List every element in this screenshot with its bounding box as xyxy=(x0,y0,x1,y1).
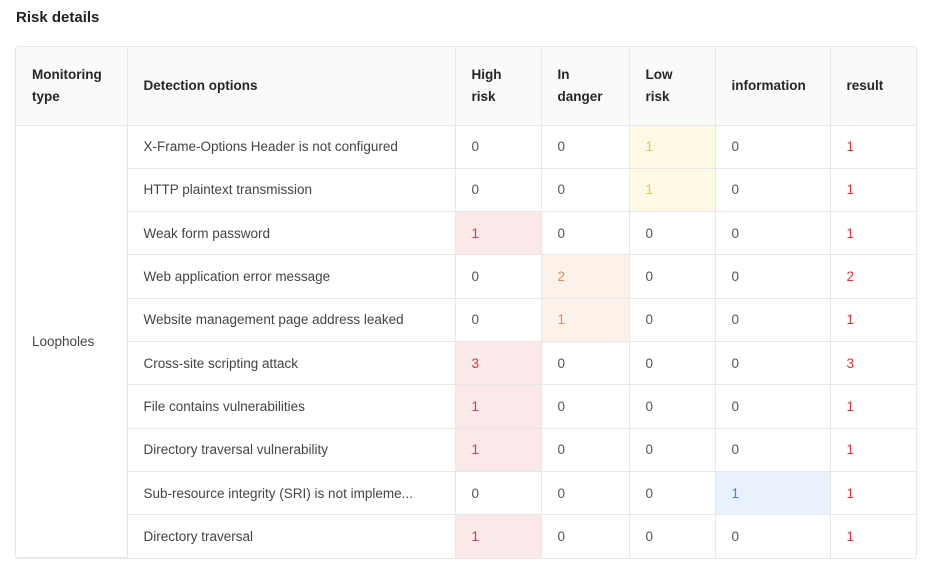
result-cell: 1 xyxy=(830,125,916,169)
header-detection-options: Detection options xyxy=(127,47,456,126)
result-cell: 2 xyxy=(830,254,916,299)
table-row: Web application error message 0 2 0 0 2 xyxy=(16,254,916,299)
result-cell: 1 xyxy=(830,168,916,213)
low-risk-cell: 0 xyxy=(629,384,716,429)
result-cell: 1 xyxy=(830,211,916,256)
information-cell: 0 xyxy=(715,254,831,299)
in-danger-cell: 0 xyxy=(541,211,630,256)
result-cell: 3 xyxy=(830,341,916,386)
high-risk-cell: 0 xyxy=(455,254,542,299)
table-row: Cross-site scripting attack 3 0 0 0 3 xyxy=(16,341,916,386)
detection-option-cell: HTTP plaintext transmission xyxy=(127,168,456,213)
in-danger-cell: 0 xyxy=(541,341,630,386)
result-cell: 1 xyxy=(830,384,916,429)
in-danger-cell: 1 xyxy=(541,298,630,342)
high-risk-cell: 1 xyxy=(455,514,542,558)
table-header-row: Monitoring type Detection options High r… xyxy=(16,47,916,126)
information-cell: 0 xyxy=(715,298,831,342)
table-row: HTTP plaintext transmission 0 0 1 0 1 xyxy=(16,168,916,213)
information-cell: 0 xyxy=(715,341,831,386)
result-cell: 1 xyxy=(830,471,916,516)
low-risk-cell: 0 xyxy=(629,341,716,386)
detection-option-cell: Directory traversal xyxy=(127,514,456,558)
information-cell: 0 xyxy=(715,125,831,169)
header-low-risk: Low risk xyxy=(629,47,716,126)
high-risk-cell: 0 xyxy=(455,298,542,342)
header-information: information xyxy=(715,47,831,126)
header-result: result xyxy=(830,47,916,126)
information-cell: 0 xyxy=(715,211,831,256)
high-risk-cell: 0 xyxy=(455,168,542,213)
information-cell: 0 xyxy=(715,168,831,213)
result-cell: 1 xyxy=(830,298,916,342)
table-row: Weak form password 1 0 0 0 1 xyxy=(16,211,916,256)
header-monitoring-type: Monitoring type xyxy=(16,47,128,126)
risk-details-table: Monitoring type Detection options High r… xyxy=(15,46,917,559)
monitoring-type-cell: Loopholes xyxy=(16,125,128,558)
in-danger-cell: 2 xyxy=(541,254,630,299)
low-risk-cell: 0 xyxy=(629,254,716,299)
low-risk-cell: 0 xyxy=(629,298,716,342)
result-cell: 1 xyxy=(830,428,916,472)
page-title: Risk details xyxy=(16,9,100,26)
table-row: Sub-resource integrity (SRI) is not impl… xyxy=(16,471,916,516)
detection-option-cell: Website management page address leaked xyxy=(127,298,456,342)
information-cell: 0 xyxy=(715,514,831,558)
in-danger-cell: 0 xyxy=(541,428,630,472)
high-risk-cell: 1 xyxy=(455,211,542,256)
high-risk-cell: 3 xyxy=(455,341,542,386)
header-in-danger: In danger xyxy=(541,47,630,126)
result-cell: 1 xyxy=(846,529,855,545)
high-risk-cell: 1 xyxy=(455,428,542,472)
detection-option-cell: X-Frame-Options Header is not configured xyxy=(127,125,456,169)
in-danger-cell: 0 xyxy=(541,384,630,429)
information-cell: 0 xyxy=(715,384,831,429)
detection-option-cell: Cross-site scripting attack xyxy=(127,341,456,386)
high-risk-cell: 1 xyxy=(455,384,542,429)
low-risk-cell: 1 xyxy=(629,168,716,213)
in-danger-cell: 0 xyxy=(541,514,630,558)
high-risk-cell: 0 xyxy=(455,125,542,169)
low-risk-cell: 0 xyxy=(629,428,716,472)
table-row: File contains vulnerabilities 1 0 0 0 1 xyxy=(16,384,916,429)
table-row: Website management page address leaked 0… xyxy=(16,298,916,342)
low-risk-cell: 0 xyxy=(629,211,716,256)
low-risk-cell: 0 xyxy=(629,471,716,516)
high-risk-cell: 0 xyxy=(455,471,542,516)
table-row: Directory traversal vulnerability 1 0 0 … xyxy=(16,428,916,472)
table-row: Loopholes X-Frame-Options Header is not … xyxy=(16,125,916,558)
detection-option-cell: Sub-resource integrity (SRI) is not impl… xyxy=(127,471,456,516)
detection-option-cell: File contains vulnerabilities xyxy=(127,384,456,429)
detection-option-cell: Directory traversal vulnerability xyxy=(127,428,456,472)
in-danger-cell: 0 xyxy=(541,471,630,516)
header-high-risk: High risk xyxy=(455,47,542,126)
low-risk-cell: 1 xyxy=(629,125,716,169)
detection-option-cell: Weak form password xyxy=(127,211,456,256)
table-row: Directory traversal 1 0 0 0 1 xyxy=(16,514,916,558)
information-cell: 0 xyxy=(715,428,831,472)
in-danger-cell: 0 xyxy=(541,125,630,169)
in-danger-cell: 0 xyxy=(541,168,630,213)
information-cell: 1 xyxy=(715,471,831,516)
detection-option-cell: Web application error message xyxy=(127,254,456,299)
low-risk-cell: 0 xyxy=(629,514,716,558)
